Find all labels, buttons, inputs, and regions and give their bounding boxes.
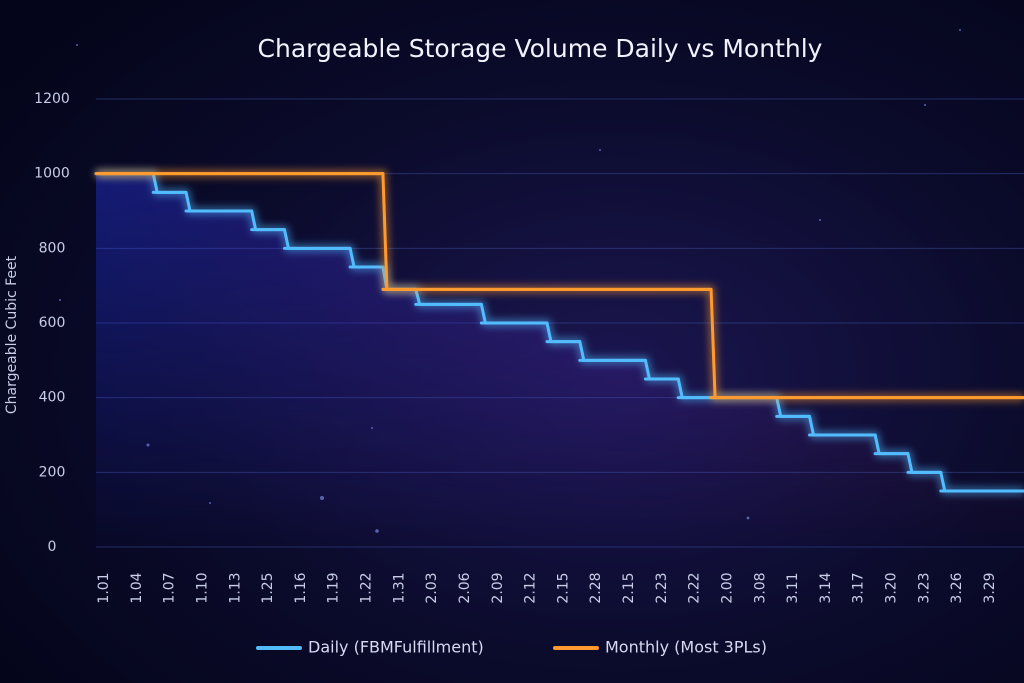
x-tick-label: 3.23 [916, 572, 932, 603]
chart-title: Chargeable Storage Volume Daily vs Month… [258, 34, 823, 63]
x-tick-label: 1.13 [227, 572, 243, 603]
x-tick-label: 2.03 [424, 572, 440, 603]
plot-area: 0 200 400 600 800 1000 1200 1.01 1.04 1.07 1.10 1.1… [34, 91, 1024, 604]
x-tick-label: 2.09 [490, 572, 506, 603]
y-tick-label: 800 [39, 240, 66, 256]
x-tick-label: 2.15 [621, 572, 637, 603]
x-tick-label: 1.22 [359, 572, 375, 603]
x-tick-label: 1.10 [194, 572, 210, 603]
x-tick-label: 2.06 [457, 572, 473, 603]
x-tick-label: 3.08 [752, 572, 768, 603]
x-tick-label: 1.07 [162, 572, 178, 603]
y-tick-label: 0 [48, 539, 57, 555]
x-tick-label: 1.25 [260, 572, 276, 603]
x-tick-label: 2.28 [588, 572, 604, 603]
x-tick-label: 2.15 [555, 572, 571, 603]
y-tick-label: 1000 [34, 166, 70, 182]
x-tick-label: 2.23 [654, 572, 670, 603]
x-tick-label: 2.12 [523, 572, 539, 603]
x-tick-label: 3.17 [851, 572, 867, 603]
legend-label: Monthly (Most 3PLs) [605, 638, 767, 657]
y-tick-label: 1200 [34, 91, 70, 107]
x-tick-label: 1.31 [391, 572, 407, 603]
x-tick-label: 3.26 [949, 572, 965, 603]
y-tick-label: 600 [39, 315, 66, 331]
area-fill [96, 173, 1024, 547]
x-tick-label: 2.00 [719, 572, 735, 603]
x-tick-label: 3.29 [982, 572, 998, 603]
x-tick-label: 1.19 [326, 572, 342, 603]
x-tick-label: 3.20 [884, 572, 900, 603]
legend-label: Daily (FBMFulfillment) [308, 638, 484, 657]
x-tick-label: 1.01 [96, 572, 112, 603]
x-tick-label: 1.16 [293, 572, 309, 603]
x-tick-label: 3.11 [785, 572, 801, 603]
x-tick-label: 3.14 [818, 572, 834, 603]
y-tick-label: 200 [39, 464, 66, 480]
y-tick-label: 400 [39, 390, 66, 406]
y-axis-label: Chargeable Cubic Feet [4, 255, 20, 414]
legend: Daily (FBMFulfillment) Monthly (Most 3PLs… [256, 638, 767, 657]
x-tick-label: 2.22 [687, 572, 703, 603]
x-tick-label: 1.04 [129, 572, 145, 603]
